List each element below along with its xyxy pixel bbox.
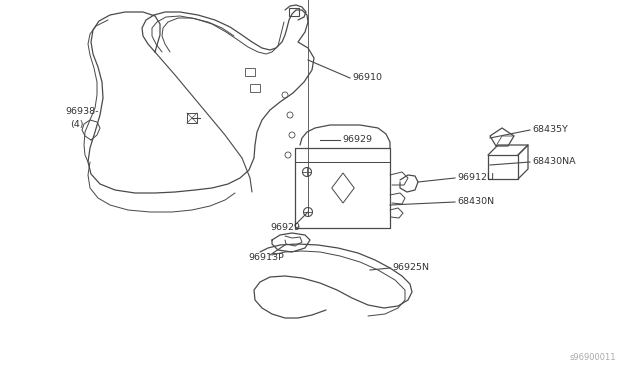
Text: 96910: 96910 bbox=[352, 74, 382, 83]
Text: 96925N: 96925N bbox=[392, 263, 429, 273]
Text: 68430N: 68430N bbox=[457, 198, 494, 206]
Bar bbox=[245, 68, 255, 76]
Text: 96929: 96929 bbox=[270, 224, 300, 232]
Bar bbox=[289, 8, 299, 16]
Bar bbox=[250, 84, 260, 92]
Text: 68435Y: 68435Y bbox=[532, 125, 568, 135]
Bar bbox=[187, 113, 197, 123]
Text: 96913P: 96913P bbox=[248, 253, 284, 263]
Text: 96929: 96929 bbox=[342, 135, 372, 144]
Text: (4): (4) bbox=[70, 119, 83, 128]
Text: 96938-: 96938- bbox=[65, 108, 99, 116]
Text: 96912U: 96912U bbox=[457, 173, 494, 183]
Text: s96900011: s96900011 bbox=[570, 353, 616, 362]
Text: 68430NA: 68430NA bbox=[532, 157, 575, 167]
